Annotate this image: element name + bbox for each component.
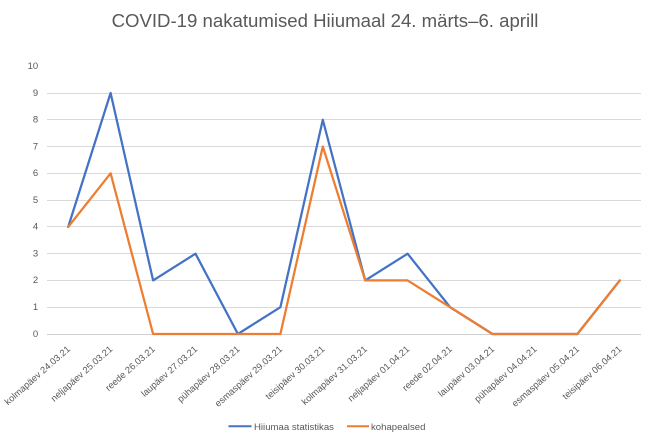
svg-text:Hiiumaa statistikas: Hiiumaa statistikas (254, 422, 334, 433)
svg-text:0: 0 (33, 329, 38, 340)
svg-text:5: 5 (33, 195, 38, 206)
svg-text:10: 10 (28, 61, 39, 72)
svg-text:1: 1 (33, 302, 38, 313)
svg-text:6: 6 (33, 168, 38, 179)
svg-text:3: 3 (33, 249, 38, 260)
svg-text:kohapealsed: kohapealsed (371, 422, 425, 433)
svg-text:4: 4 (33, 222, 38, 233)
svg-text:9: 9 (33, 88, 38, 99)
svg-text:8: 8 (33, 115, 38, 126)
svg-text:COVID-19 nakatumised Hiiumaal: COVID-19 nakatumised Hiiumaal 24. märts–… (112, 10, 539, 31)
svg-text:2: 2 (33, 275, 38, 286)
svg-text:7: 7 (33, 141, 38, 152)
